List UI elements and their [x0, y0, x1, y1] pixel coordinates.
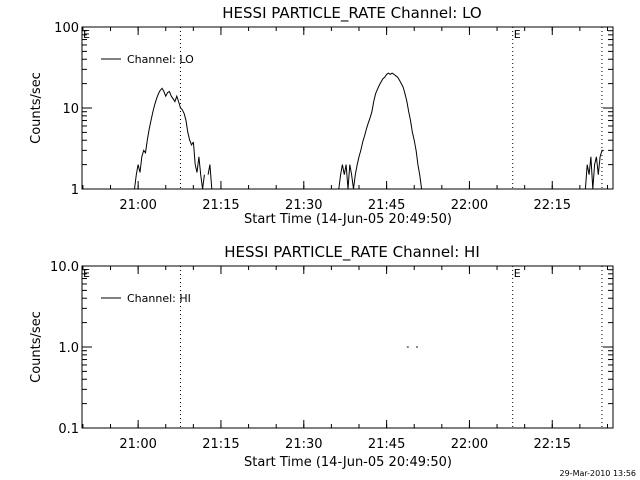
- x-tick-label: 22:15: [534, 437, 571, 452]
- x-axis-label: Start Time (14-Jun-05 20:49:50): [244, 455, 452, 470]
- legend: Channel: HI: [101, 292, 191, 305]
- event-label: E: [514, 267, 521, 280]
- legend: Channel: LO: [101, 53, 194, 66]
- x-axis-label: Start Time (14-Jun-05 20:49:50): [244, 212, 452, 227]
- legend-label: Channel: LO: [127, 53, 194, 66]
- legend-label: Channel: HI: [127, 292, 191, 305]
- series-line-segment: [134, 87, 194, 190]
- event-label: E: [514, 28, 521, 41]
- y-tick-label: 100: [54, 21, 79, 36]
- timestamp: 29-Mar-2010 13:56: [560, 469, 637, 478]
- x-tick-label: 22:15: [534, 198, 571, 213]
- series-line-segment: [192, 141, 205, 190]
- y-tick-label: 1: [71, 183, 79, 198]
- x-tick-label: 21:00: [119, 437, 156, 452]
- x-tick-label: 21:30: [285, 437, 322, 452]
- x-tick-label: 21:45: [368, 437, 405, 452]
- x-tick-label: 21:00: [119, 198, 156, 213]
- y-axis-label: Counts/sec: [29, 311, 44, 383]
- series-line-segment: [338, 72, 423, 190]
- series-line-segment: [584, 149, 604, 190]
- x-tick-label: 21:45: [368, 198, 405, 213]
- y-tick-label: 0.1: [58, 422, 79, 437]
- chart-title: HESSI PARTICLE_RATE Channel: HI: [224, 243, 480, 262]
- x-tick-label: 22:00: [451, 198, 488, 213]
- x-tick-label: 21:15: [202, 198, 239, 213]
- x-tick-label: 21:15: [202, 437, 239, 452]
- chart-title: HESSI PARTICLE_RATE Channel: LO: [222, 4, 481, 23]
- y-axis-label: Counts/sec: [29, 72, 44, 144]
- plot-frame: [81, 265, 614, 429]
- x-tick-label: 21:30: [285, 198, 322, 213]
- y-tick-label: 10.0: [50, 260, 79, 275]
- y-tick-label: 10: [62, 102, 79, 117]
- series-line-segment: [207, 164, 213, 190]
- plot-frame: [81, 26, 614, 190]
- y-tick-label: 1.0: [58, 341, 79, 356]
- x-tick-label: 22:00: [451, 437, 488, 452]
